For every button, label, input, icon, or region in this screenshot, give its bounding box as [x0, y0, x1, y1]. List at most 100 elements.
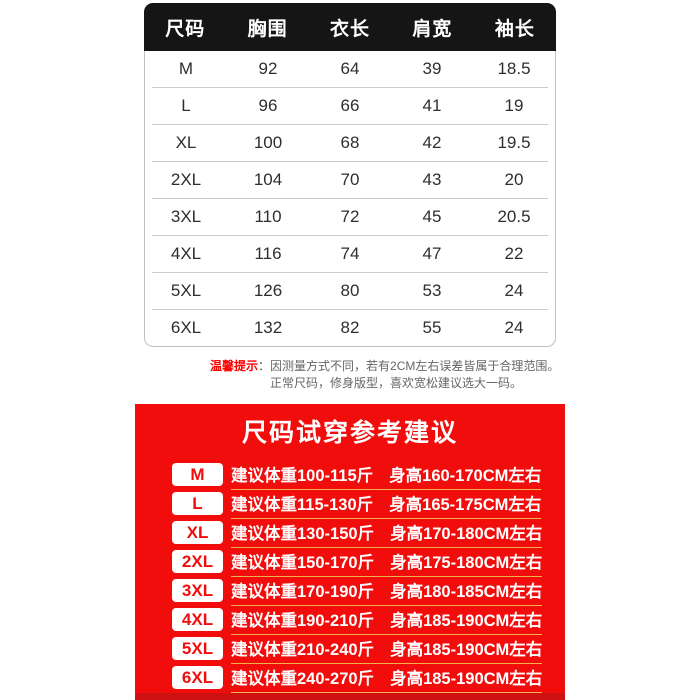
cell-sleeve: 24 — [504, 281, 524, 300]
cell-size: 6XL — [170, 318, 202, 337]
cell-shoulder: 42 — [422, 133, 442, 152]
cell-chest: 92 — [258, 59, 278, 78]
cell-size: L — [181, 96, 191, 115]
size-measurement-table: 尺码 胸围 衣长 肩宽 袖长 M 92 64 39 18.5 L 96 66 4… — [144, 3, 556, 347]
fit-guide-row: 3XL 建议体重170-190斤 身高180-185CM左右 — [172, 576, 543, 606]
table-row: XL 100 68 42 19.5 — [145, 125, 555, 161]
row-divider — [152, 124, 548, 125]
weight-recommendation: 建议体重240-270斤 — [231, 670, 375, 688]
row-divider — [152, 309, 548, 310]
row-divider — [152, 87, 548, 88]
fit-guide-rows: M 建议体重100-115斤 身高160-170CM左右 L 建议体重115-1… — [135, 460, 565, 693]
header-chest: 胸围 — [247, 18, 288, 40]
header-shoulder: 肩宽 — [412, 18, 453, 40]
weight-recommendation: 建议体重130-150斤 — [231, 525, 375, 543]
notice-line-2: 正常尺码，修身版型，喜欢宽松建议选大一码。 — [270, 375, 523, 390]
fit-guide-row: M 建议体重100-115斤 身高160-170CM左右 — [172, 460, 542, 490]
cell-size: XL — [175, 133, 197, 152]
weight-recommendation: 建议体重190-210斤 — [231, 612, 375, 630]
fit-guide-row: 4XL 建议体重190-210斤 身高185-190CM左右 — [172, 605, 543, 635]
cell-length: 80 — [340, 281, 360, 300]
cell-shoulder: 47 — [422, 244, 442, 263]
cell-chest: 100 — [253, 133, 283, 152]
size-table-header-row: 尺码 胸围 衣长 肩宽 袖长 — [144, 3, 556, 51]
cell-shoulder: 39 — [422, 59, 442, 78]
header-size: 尺码 — [165, 18, 206, 40]
fit-row-text: 建议体重210-240斤 身高185-190CM左右 — [231, 634, 543, 664]
fit-guide-panel: 尺码试穿参考建议 M 建议体重100-115斤 身高160-170CM左右 L … — [135, 404, 565, 700]
size-badge: L — [172, 492, 223, 515]
table-row: 2XL 104 70 43 20 — [145, 162, 555, 198]
size-badge: XL — [172, 521, 223, 544]
table-row: 5XL 126 80 53 24 — [145, 273, 555, 309]
weight-recommendation: 建议体重170-190斤 — [231, 583, 375, 601]
cell-size: 4XL — [170, 244, 202, 263]
size-badge: 6XL — [172, 666, 223, 689]
fit-row-text: 建议体重100-115斤 身高160-170CM左右 — [231, 460, 542, 490]
cell-chest: 110 — [254, 207, 282, 226]
cell-size: 3XL — [170, 207, 202, 226]
panel-bottom-strip — [135, 693, 565, 700]
height-recommendation: 身高185-190CM左右 — [390, 670, 543, 688]
cell-size: 2XL — [170, 170, 202, 189]
size-badge: 4XL — [172, 608, 223, 631]
header-length: 衣长 — [330, 18, 371, 40]
height-recommendation: 身高160-170CM左右 — [389, 467, 542, 485]
cell-sleeve: 19.5 — [497, 133, 531, 152]
height-recommendation: 身高185-190CM左右 — [390, 641, 543, 659]
row-divider — [152, 198, 548, 199]
table-row: M 92 64 39 18.5 — [145, 51, 555, 87]
cell-chest: 96 — [258, 96, 278, 115]
cell-shoulder: 41 — [422, 96, 442, 115]
row-divider — [152, 161, 548, 162]
measurement-notice: 温馨提示： 因测量方式不同，若有2CM左右误差皆属于合理范围。 正常尺码，修身版… — [210, 358, 559, 391]
header-sleeve: 袖长 — [494, 18, 535, 40]
cell-sleeve: 20.5 — [497, 207, 531, 226]
cell-shoulder: 53 — [422, 281, 442, 300]
notice-line-1: 因测量方式不同，若有2CM左右误差皆属于合理范围。 — [270, 359, 560, 373]
cell-sleeve: 19 — [504, 96, 524, 115]
row-divider — [152, 235, 548, 236]
fit-row-text: 建议体重150-170斤 身高175-180CM左右 — [231, 547, 543, 577]
cell-shoulder: 43 — [422, 170, 442, 189]
notice-colon: ： — [258, 359, 271, 373]
height-recommendation: 身高180-185CM左右 — [390, 583, 543, 601]
size-table-body: M 92 64 39 18.5 L 96 66 41 19 XL 100 68 … — [144, 51, 556, 347]
notice-label: 温馨提示 — [210, 359, 259, 373]
cell-shoulder: 45 — [422, 207, 442, 226]
height-recommendation: 身高170-180CM左右 — [390, 525, 543, 543]
size-badge: M — [172, 463, 223, 486]
cell-sleeve: 20 — [504, 170, 524, 189]
weight-recommendation: 建议体重210-240斤 — [231, 641, 375, 659]
fit-guide-row: L 建议体重115-130斤 身高165-175CM左右 — [172, 489, 542, 519]
cell-length: 82 — [340, 318, 360, 337]
size-badge: 2XL — [172, 550, 223, 573]
table-row: 3XL 110 72 45 20.5 — [145, 199, 555, 235]
height-recommendation: 身高165-175CM左右 — [389, 496, 542, 514]
weight-recommendation: 建议体重100-115斤 — [231, 467, 374, 485]
height-recommendation: 身高185-190CM左右 — [390, 612, 543, 630]
weight-recommendation: 建议体重150-170斤 — [231, 554, 375, 572]
cell-size: M — [178, 59, 194, 78]
fit-guide-row: 5XL 建议体重210-240斤 身高185-190CM左右 — [172, 634, 543, 664]
height-recommendation: 身高175-180CM左右 — [390, 554, 543, 572]
fit-row-text: 建议体重170-190斤 身高180-185CM左右 — [231, 576, 543, 606]
cell-sleeve: 22 — [504, 244, 524, 263]
cell-sleeve: 24 — [504, 318, 524, 337]
fit-row-text: 建议体重130-150斤 身高170-180CM左右 — [231, 518, 543, 548]
table-row: 4XL 116 74 47 22 — [145, 236, 555, 272]
cell-sleeve: 18.5 — [497, 59, 531, 78]
table-row: 6XL 132 82 55 24 — [145, 310, 555, 346]
fit-row-text: 建议体重115-130斤 身高165-175CM左右 — [231, 489, 542, 519]
fit-guide-row: XL 建议体重130-150斤 身高170-180CM左右 — [172, 518, 543, 548]
cell-chest: 116 — [254, 244, 282, 263]
cell-length: 66 — [340, 96, 360, 115]
cell-shoulder: 55 — [422, 318, 442, 337]
size-badge: 5XL — [172, 637, 223, 660]
size-badge: 3XL — [172, 579, 223, 602]
cell-chest: 132 — [253, 318, 283, 337]
notice-text: 因测量方式不同，若有2CM左右误差皆属于合理范围。 正常尺码，修身版型，喜欢宽松… — [270, 358, 559, 391]
cell-chest: 104 — [253, 170, 283, 189]
fit-guide-row: 6XL 建议体重240-270斤 身高185-190CM左右 — [172, 663, 543, 693]
fit-row-text: 建议体重240-270斤 身高185-190CM左右 — [231, 663, 543, 693]
